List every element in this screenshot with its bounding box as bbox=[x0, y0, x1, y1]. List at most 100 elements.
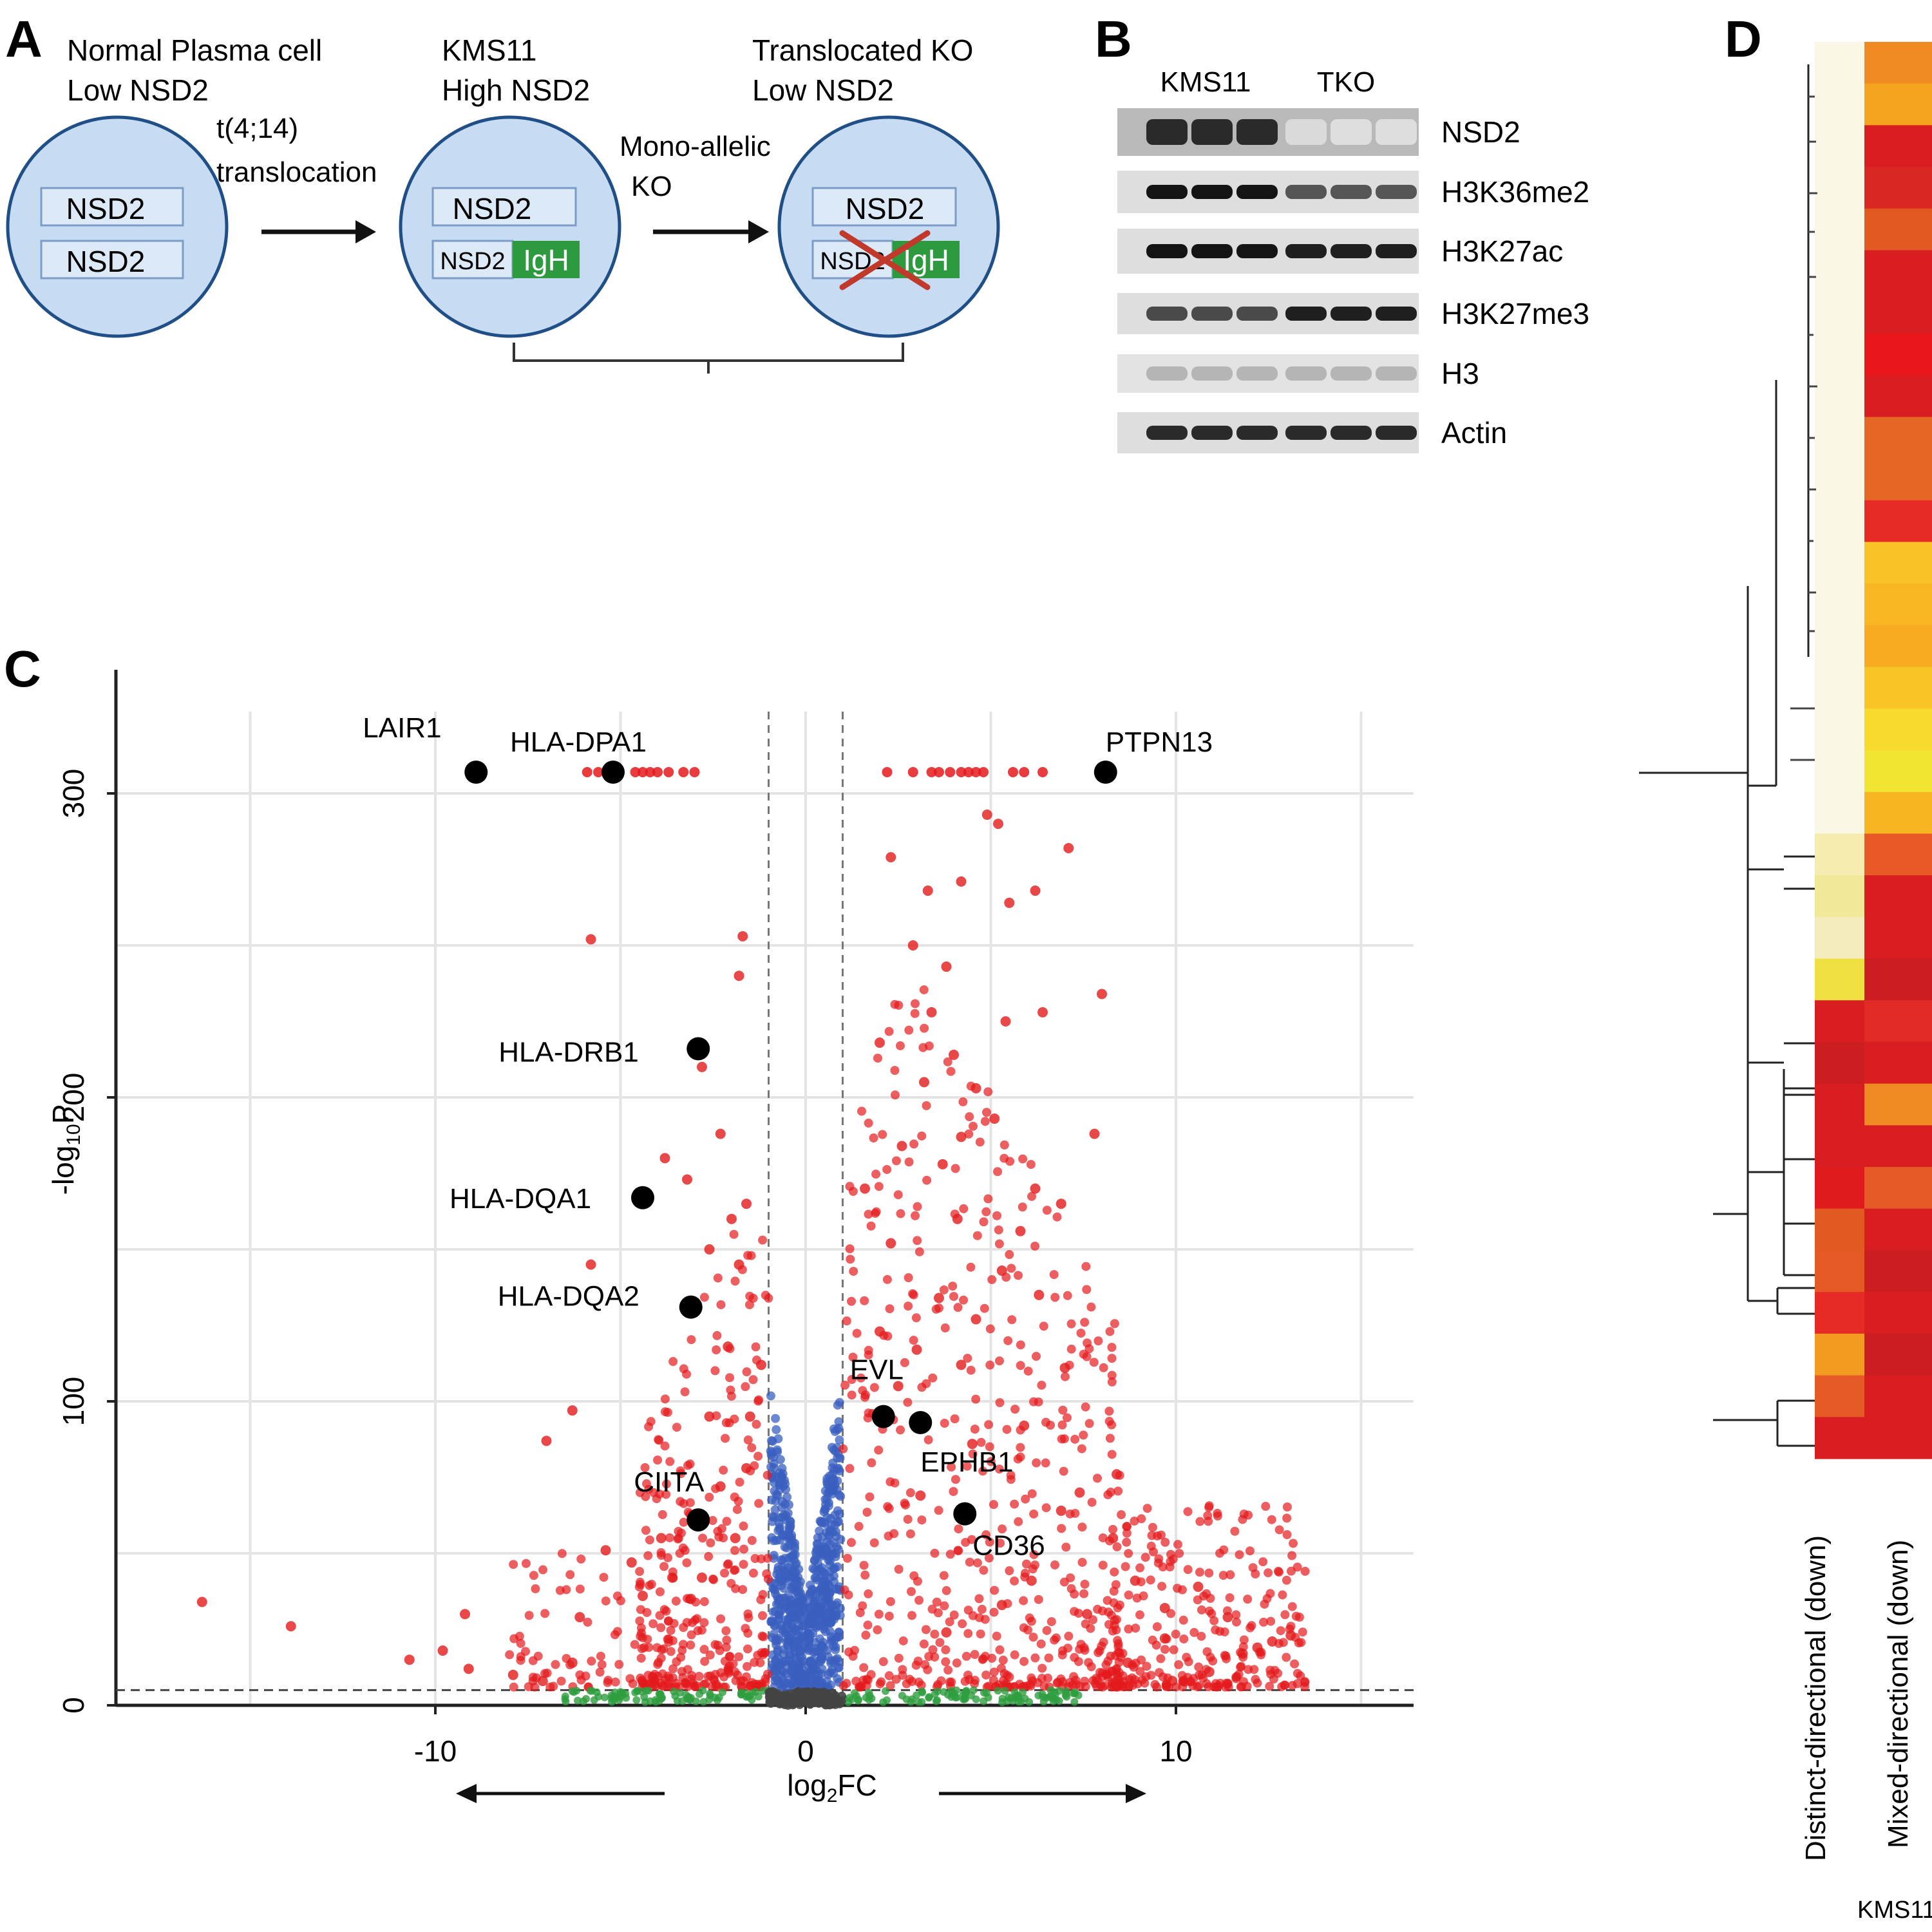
point-significant bbox=[743, 1629, 753, 1638]
point-significant bbox=[1002, 1425, 1012, 1434]
point-significant bbox=[1282, 1575, 1291, 1585]
point-significant bbox=[873, 1054, 882, 1063]
point-significant bbox=[962, 1461, 972, 1471]
panel-label-c: C bbox=[4, 640, 41, 697]
point-significant bbox=[946, 1066, 956, 1076]
point-significant bbox=[630, 1640, 639, 1649]
point-significant bbox=[1010, 1499, 1019, 1509]
point-significant bbox=[734, 971, 744, 981]
blot-band bbox=[1285, 185, 1327, 199]
point-significant bbox=[699, 1645, 709, 1654]
heatmap-cell bbox=[1815, 1417, 1864, 1459]
gene-label: PTPN13 bbox=[1106, 726, 1213, 758]
point-significant bbox=[1122, 1537, 1132, 1547]
point-significant bbox=[521, 1558, 531, 1568]
point-significant bbox=[599, 1573, 609, 1582]
point-significant bbox=[1023, 1367, 1033, 1376]
point-significant bbox=[1106, 1611, 1116, 1620]
point-significant bbox=[993, 819, 1003, 829]
point-capped bbox=[907, 766, 918, 777]
point-significant bbox=[1265, 1665, 1275, 1675]
point-significant bbox=[1175, 1549, 1184, 1558]
point-p-only bbox=[831, 1527, 841, 1537]
point-significant bbox=[747, 1678, 757, 1687]
point-significant bbox=[743, 1644, 752, 1654]
point-significant bbox=[926, 1007, 937, 1018]
point-significant bbox=[966, 1365, 976, 1375]
gene-label: CD36 bbox=[972, 1530, 1045, 1562]
heatmap-cell bbox=[1864, 500, 1932, 543]
point-significant bbox=[976, 1629, 985, 1639]
heatmap-cell bbox=[1815, 375, 1864, 417]
point-significant bbox=[1244, 1510, 1253, 1520]
heatmap-cell bbox=[1815, 83, 1864, 126]
point-significant bbox=[1021, 1494, 1030, 1504]
point-significant bbox=[1152, 1622, 1162, 1632]
point-significant bbox=[753, 1452, 763, 1461]
point-significant bbox=[1066, 1319, 1076, 1329]
point-significant bbox=[891, 1156, 901, 1166]
point-significant bbox=[967, 1439, 978, 1450]
gene-label: HLA-DQA2 bbox=[498, 1281, 639, 1312]
point-significant bbox=[1027, 1616, 1036, 1626]
point-significant bbox=[987, 1274, 997, 1284]
cell2-gene: NSD2 bbox=[453, 192, 532, 225]
point-significant bbox=[721, 1642, 731, 1652]
point-significant bbox=[1070, 1508, 1080, 1518]
blot-band bbox=[1376, 119, 1417, 145]
point-significant bbox=[1080, 1676, 1090, 1686]
heatmap-cell bbox=[1864, 667, 1932, 709]
point-significant bbox=[706, 1538, 715, 1548]
point-significant bbox=[961, 1651, 971, 1661]
point-p-only bbox=[775, 1535, 784, 1545]
point-significant bbox=[654, 1435, 663, 1444]
point-significant bbox=[1077, 1522, 1087, 1532]
point-significant bbox=[945, 1549, 955, 1559]
blot-band bbox=[1191, 244, 1233, 258]
point-p-only bbox=[771, 1414, 781, 1423]
point-significant bbox=[729, 1229, 739, 1239]
point-significant bbox=[1261, 1502, 1271, 1511]
point-significant bbox=[758, 1611, 768, 1620]
point-significant bbox=[635, 1577, 645, 1587]
point-significant bbox=[886, 1596, 895, 1606]
point-p-only bbox=[772, 1425, 781, 1434]
point-significant bbox=[1157, 1582, 1167, 1591]
point-significant bbox=[1058, 1405, 1068, 1415]
point-significant bbox=[980, 1303, 989, 1313]
heatmap-cell bbox=[1864, 750, 1932, 793]
heatmap-cell bbox=[1815, 916, 1864, 960]
point-significant bbox=[737, 1681, 746, 1691]
point-fc-only bbox=[1052, 1696, 1061, 1704]
point-p-only bbox=[828, 1470, 837, 1479]
point-significant bbox=[723, 1341, 734, 1352]
point-fc-only bbox=[1038, 1690, 1046, 1698]
heatmap-cell bbox=[1815, 1375, 1864, 1417]
point-ns bbox=[797, 1691, 807, 1701]
point-significant bbox=[1189, 1627, 1199, 1637]
point-significant bbox=[1087, 1497, 1097, 1507]
point-significant bbox=[1105, 1327, 1115, 1336]
point-significant bbox=[697, 1061, 707, 1072]
point-significant bbox=[947, 1462, 956, 1472]
point-significant bbox=[756, 1595, 766, 1605]
point-significant bbox=[540, 1669, 549, 1678]
point-significant bbox=[1296, 1638, 1306, 1647]
gene-label: HLA-DPA1 bbox=[510, 726, 647, 758]
point-significant bbox=[541, 1435, 552, 1446]
point-significant bbox=[989, 1607, 999, 1617]
point-significant bbox=[990, 1586, 999, 1595]
point-significant bbox=[661, 1479, 671, 1489]
point-significant bbox=[865, 1492, 875, 1502]
point-significant bbox=[1107, 1450, 1117, 1459]
point-significant bbox=[1193, 1581, 1204, 1592]
point-significant bbox=[692, 1614, 702, 1624]
point-significant bbox=[764, 1293, 773, 1303]
point-significant bbox=[904, 1157, 914, 1167]
point-significant bbox=[849, 1267, 858, 1276]
point-p-only bbox=[816, 1604, 826, 1613]
point-p-only bbox=[816, 1548, 826, 1558]
point-significant bbox=[713, 1273, 723, 1283]
point-significant bbox=[858, 1601, 867, 1611]
heatmap-cell bbox=[1815, 1083, 1864, 1126]
